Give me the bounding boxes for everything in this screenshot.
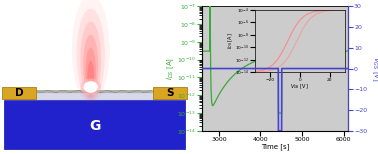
FancyBboxPatch shape <box>34 90 155 93</box>
Ellipse shape <box>77 8 105 101</box>
Ellipse shape <box>83 35 98 96</box>
FancyBboxPatch shape <box>153 87 187 99</box>
Circle shape <box>81 79 101 95</box>
Ellipse shape <box>87 61 94 92</box>
FancyBboxPatch shape <box>4 93 185 100</box>
Ellipse shape <box>72 0 110 103</box>
Text: D: D <box>15 88 23 98</box>
FancyBboxPatch shape <box>2 87 36 99</box>
Ellipse shape <box>85 48 96 94</box>
Circle shape <box>84 81 98 93</box>
Text: G: G <box>89 119 100 133</box>
Y-axis label: $I_{DS}$ [A]: $I_{DS}$ [A] <box>165 57 176 80</box>
X-axis label: Time [s]: Time [s] <box>261 144 289 150</box>
Ellipse shape <box>81 22 101 99</box>
Text: S: S <box>166 88 174 98</box>
FancyBboxPatch shape <box>4 100 185 149</box>
Y-axis label: $V_{GS}$ [V]: $V_{GS}$ [V] <box>370 56 378 81</box>
